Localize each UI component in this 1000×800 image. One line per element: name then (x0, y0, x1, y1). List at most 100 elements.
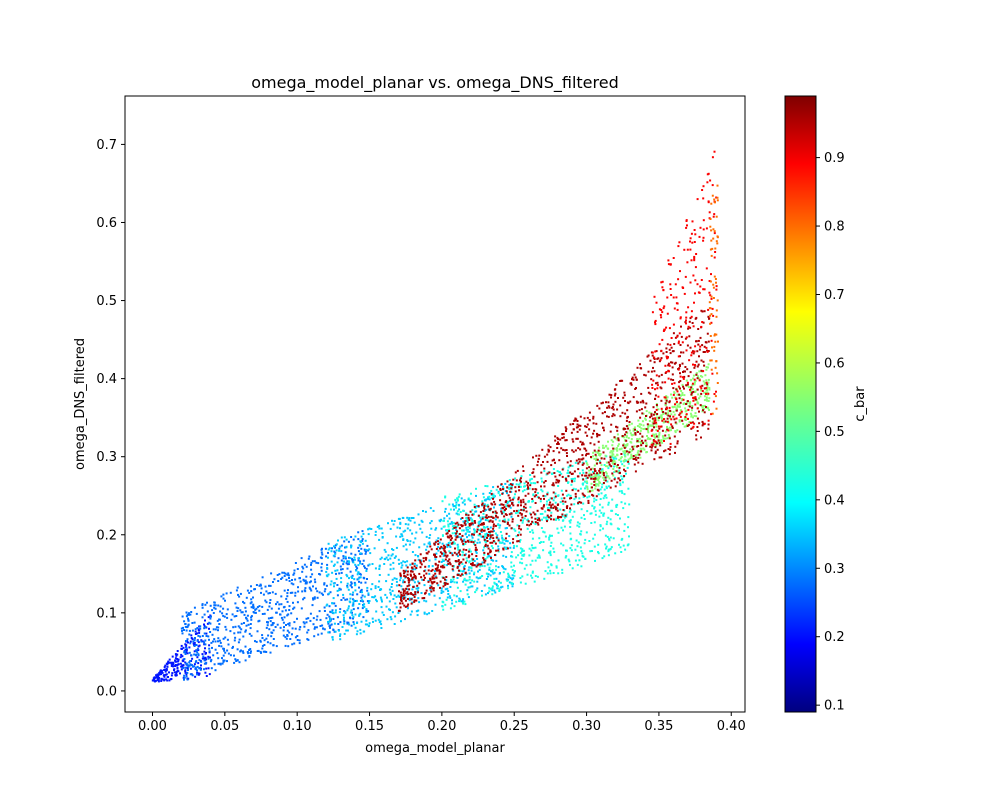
data-point (443, 552, 446, 555)
data-point (705, 406, 707, 408)
data-point (520, 501, 523, 504)
data-point (531, 576, 534, 579)
data-point (715, 315, 718, 318)
data-point (585, 449, 588, 452)
data-point (473, 580, 476, 583)
data-point (278, 573, 281, 576)
data-point (584, 487, 586, 490)
data-point (339, 633, 342, 636)
data-point (702, 219, 705, 222)
data-point (615, 425, 617, 428)
data-point (568, 510, 571, 513)
data-point (603, 478, 606, 481)
data-point (287, 574, 290, 577)
data-point (297, 590, 300, 593)
data-point (518, 531, 521, 534)
data-point (283, 571, 286, 574)
data-point (262, 650, 265, 653)
data-point (549, 497, 552, 500)
data-point (696, 377, 699, 380)
data-point (654, 394, 657, 397)
data-point (562, 544, 565, 547)
data-point (438, 519, 441, 522)
data-point (479, 563, 482, 566)
data-point (637, 456, 640, 459)
data-point (505, 532, 508, 535)
data-point (564, 556, 567, 559)
data-point (398, 562, 401, 565)
data-point (663, 450, 665, 453)
data-point (564, 449, 567, 452)
data-point (454, 526, 457, 529)
data-point (609, 536, 612, 539)
data-point (409, 529, 412, 532)
data-point (552, 458, 555, 461)
data-point (594, 510, 597, 513)
data-point (493, 500, 496, 503)
data-point (475, 510, 478, 513)
data-point (616, 514, 619, 516)
data-point (300, 557, 303, 560)
data-point (256, 606, 259, 609)
data-point (610, 479, 613, 482)
data-point (627, 526, 629, 529)
data-point (196, 673, 199, 676)
data-point (681, 394, 684, 396)
data-point (565, 478, 568, 481)
data-point (517, 504, 520, 507)
data-point (340, 568, 342, 571)
data-point (190, 634, 193, 637)
data-point (698, 235, 701, 238)
data-point (712, 286, 715, 289)
data-point (470, 569, 473, 572)
data-point (669, 409, 672, 412)
data-point (334, 552, 337, 555)
data-point (694, 379, 697, 382)
data-point (207, 657, 210, 660)
data-point (707, 200, 710, 203)
data-point (266, 608, 269, 611)
data-point (406, 527, 409, 530)
data-point (667, 364, 670, 367)
data-point (506, 521, 509, 524)
data-point (630, 455, 633, 458)
data-point (503, 518, 506, 521)
data-point (475, 551, 478, 554)
data-point (541, 448, 544, 451)
data-point (418, 601, 421, 604)
data-point (707, 172, 710, 175)
data-point (659, 425, 662, 428)
data-point (457, 559, 460, 562)
data-point (629, 440, 632, 443)
data-point (670, 294, 673, 296)
data-point (705, 267, 708, 270)
data-point (590, 512, 593, 515)
data-point (534, 575, 537, 577)
data-point (329, 617, 332, 620)
data-point (286, 573, 289, 576)
data-point (581, 555, 584, 558)
data-point (519, 577, 522, 579)
data-point (592, 537, 595, 540)
data-point (457, 555, 459, 558)
x-tick-label: 0.30 (572, 719, 601, 734)
data-point (494, 542, 497, 545)
data-point (458, 527, 461, 530)
y-tick-label: 0.6 (96, 216, 117, 231)
data-point (357, 571, 360, 574)
data-point (530, 544, 533, 547)
data-point (431, 577, 434, 580)
data-point (400, 596, 402, 599)
data-point (480, 535, 483, 538)
data-point (323, 590, 326, 593)
data-point (305, 565, 308, 568)
data-point (284, 636, 287, 639)
data-point (548, 503, 551, 506)
data-point (538, 537, 541, 540)
data-point (618, 543, 620, 546)
data-point (382, 614, 385, 616)
data-point (654, 452, 657, 455)
data-point (712, 283, 715, 286)
data-point (433, 594, 436, 597)
data-point (622, 428, 625, 431)
